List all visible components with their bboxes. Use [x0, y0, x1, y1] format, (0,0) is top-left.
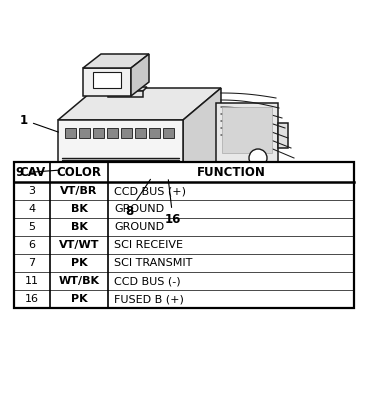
Polygon shape [131, 54, 149, 96]
Text: BK: BK [71, 204, 88, 214]
Text: 16: 16 [165, 180, 181, 226]
Text: SCI TRANSMIT: SCI TRANSMIT [114, 258, 192, 268]
Bar [163, 128, 174, 138]
Polygon shape [216, 103, 278, 173]
Bar [107, 165, 118, 175]
Bar [65, 165, 76, 175]
Text: 3: 3 [28, 186, 35, 196]
Text: 16: 16 [25, 294, 39, 304]
Polygon shape [108, 87, 147, 91]
Bar [14, 162, 354, 308]
Bar [149, 165, 160, 175]
Text: 5: 5 [28, 222, 35, 232]
Text: 11: 11 [25, 276, 39, 286]
Text: 4: 4 [28, 204, 36, 214]
Text: 7: 7 [28, 258, 36, 268]
Bar [79, 128, 90, 138]
Polygon shape [222, 107, 272, 153]
Bar [135, 165, 146, 175]
Text: VT/WT: VT/WT [59, 240, 99, 250]
Bar [107, 128, 118, 138]
Text: VT/BR: VT/BR [60, 186, 98, 196]
Text: COLOR: COLOR [56, 166, 101, 179]
Bar [149, 128, 160, 138]
Text: 1: 1 [20, 114, 58, 132]
Polygon shape [58, 120, 183, 210]
Bar [79, 165, 90, 175]
Text: GROUND: GROUND [114, 222, 164, 232]
Polygon shape [213, 173, 281, 185]
Text: 8: 8 [125, 179, 151, 218]
Text: PK: PK [71, 294, 87, 304]
Polygon shape [108, 91, 143, 97]
Bar [93, 72, 121, 88]
Bar [135, 128, 146, 138]
Polygon shape [83, 54, 149, 68]
Polygon shape [83, 68, 131, 96]
Bar [121, 165, 132, 175]
Text: 9: 9 [16, 166, 58, 179]
Text: CCD BUS (-): CCD BUS (-) [114, 276, 180, 286]
Polygon shape [58, 88, 221, 120]
Polygon shape [278, 123, 288, 148]
Text: 6: 6 [28, 240, 35, 250]
Text: WT/BK: WT/BK [58, 276, 99, 286]
Text: CAV: CAV [19, 166, 45, 179]
Text: SCI RECEIVE: SCI RECEIVE [114, 240, 183, 250]
Polygon shape [183, 88, 221, 210]
Text: CCD BUS (+): CCD BUS (+) [114, 186, 186, 196]
Bar [93, 128, 104, 138]
Bar [121, 128, 132, 138]
Bar [65, 128, 76, 138]
Text: BK: BK [71, 222, 88, 232]
Text: FUSED B (+): FUSED B (+) [114, 294, 184, 304]
Text: PK: PK [71, 258, 87, 268]
Circle shape [249, 149, 267, 167]
Bar [163, 165, 174, 175]
Bar [93, 165, 104, 175]
Text: FUNCTION: FUNCTION [197, 166, 265, 179]
Text: GROUND: GROUND [114, 204, 164, 214]
